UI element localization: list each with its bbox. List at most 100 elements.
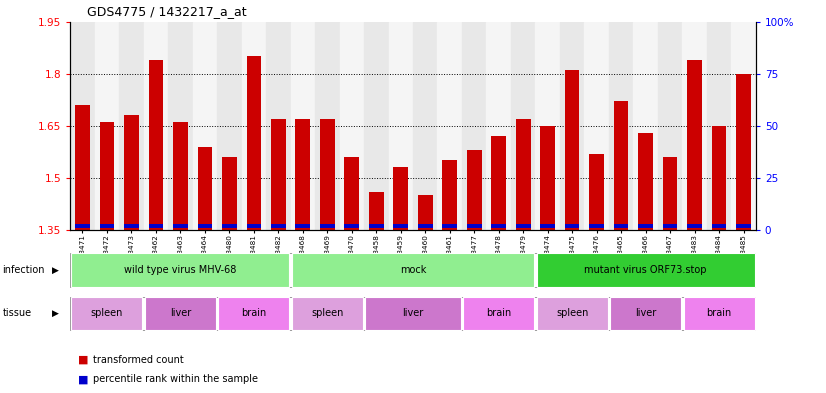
Text: ■: ■	[78, 374, 89, 384]
Bar	[291, 22, 315, 230]
Bar	[222, 224, 237, 228]
Bar	[320, 224, 335, 228]
Bar	[438, 22, 462, 230]
Bar	[100, 122, 114, 230]
Bar	[609, 22, 634, 230]
Bar	[192, 22, 217, 230]
Bar	[662, 157, 677, 230]
Bar	[418, 195, 433, 230]
Text: liver: liver	[635, 309, 656, 318]
Bar	[149, 224, 164, 228]
Text: infection: infection	[2, 265, 45, 275]
Text: brain: brain	[706, 309, 732, 318]
Bar	[339, 22, 364, 230]
Bar	[217, 22, 242, 230]
Bar	[149, 60, 164, 230]
Text: wild type virus MHV-68: wild type virus MHV-68	[124, 265, 236, 275]
Bar	[540, 126, 555, 230]
Bar	[614, 101, 629, 230]
Bar	[173, 122, 188, 230]
Text: ▶: ▶	[52, 309, 59, 318]
Bar	[271, 224, 286, 228]
Bar	[271, 119, 286, 230]
Text: tissue: tissue	[2, 309, 31, 318]
Bar	[292, 253, 534, 287]
Text: liver: liver	[402, 309, 424, 318]
Bar	[682, 22, 707, 230]
Text: liver: liver	[170, 309, 191, 318]
Bar	[145, 297, 216, 330]
Text: ▶: ▶	[52, 266, 59, 275]
Bar	[222, 157, 237, 230]
Bar	[75, 224, 90, 228]
Bar	[292, 297, 363, 330]
Bar	[344, 157, 359, 230]
Bar	[736, 73, 751, 230]
Bar	[388, 22, 413, 230]
Bar	[634, 22, 657, 230]
Bar	[344, 224, 359, 228]
Bar	[589, 224, 604, 228]
Bar	[589, 154, 604, 230]
Bar	[197, 147, 212, 230]
Bar	[511, 22, 535, 230]
Bar	[712, 224, 726, 228]
Bar	[610, 297, 681, 330]
Bar	[736, 224, 751, 228]
Bar	[320, 119, 335, 230]
Bar	[565, 70, 580, 230]
Bar	[296, 224, 310, 228]
Bar	[393, 167, 408, 230]
Text: ■: ■	[78, 354, 89, 365]
Bar	[707, 22, 731, 230]
Bar	[638, 224, 653, 228]
Bar	[71, 297, 142, 330]
Bar	[565, 224, 580, 228]
Bar	[443, 160, 457, 230]
Bar	[712, 126, 726, 230]
Bar	[169, 22, 192, 230]
Bar	[173, 224, 188, 228]
Bar	[491, 136, 506, 230]
Text: spleen: spleen	[311, 309, 344, 318]
Bar	[71, 253, 289, 287]
Bar	[487, 22, 511, 230]
Bar	[560, 22, 585, 230]
Bar	[144, 22, 169, 230]
Text: spleen: spleen	[91, 309, 123, 318]
Bar	[296, 119, 310, 230]
Text: percentile rank within the sample: percentile rank within the sample	[93, 374, 259, 384]
Bar	[70, 22, 95, 230]
Bar	[413, 22, 438, 230]
Bar	[393, 224, 408, 228]
Bar	[585, 22, 609, 230]
Bar	[242, 22, 266, 230]
Bar	[124, 224, 139, 228]
Bar	[491, 224, 506, 228]
Bar	[124, 116, 139, 230]
Bar	[266, 22, 291, 230]
Bar	[687, 60, 702, 230]
Bar	[246, 56, 261, 230]
Bar	[218, 297, 289, 330]
Bar	[535, 22, 560, 230]
Bar	[418, 224, 433, 228]
Bar	[365, 297, 461, 330]
Bar	[100, 224, 114, 228]
Bar	[462, 22, 487, 230]
Bar	[731, 22, 756, 230]
Bar	[463, 297, 534, 330]
Bar	[119, 22, 144, 230]
Bar	[662, 224, 677, 228]
Bar	[364, 22, 388, 230]
Bar	[75, 105, 90, 230]
Bar	[515, 119, 530, 230]
Text: brain: brain	[486, 309, 511, 318]
Bar	[443, 224, 457, 228]
Bar	[369, 192, 383, 230]
Bar	[95, 22, 119, 230]
Bar	[246, 224, 261, 228]
Text: mutant virus ORF73.stop: mutant virus ORF73.stop	[584, 265, 707, 275]
Text: spleen: spleen	[556, 309, 588, 318]
Bar	[537, 297, 608, 330]
